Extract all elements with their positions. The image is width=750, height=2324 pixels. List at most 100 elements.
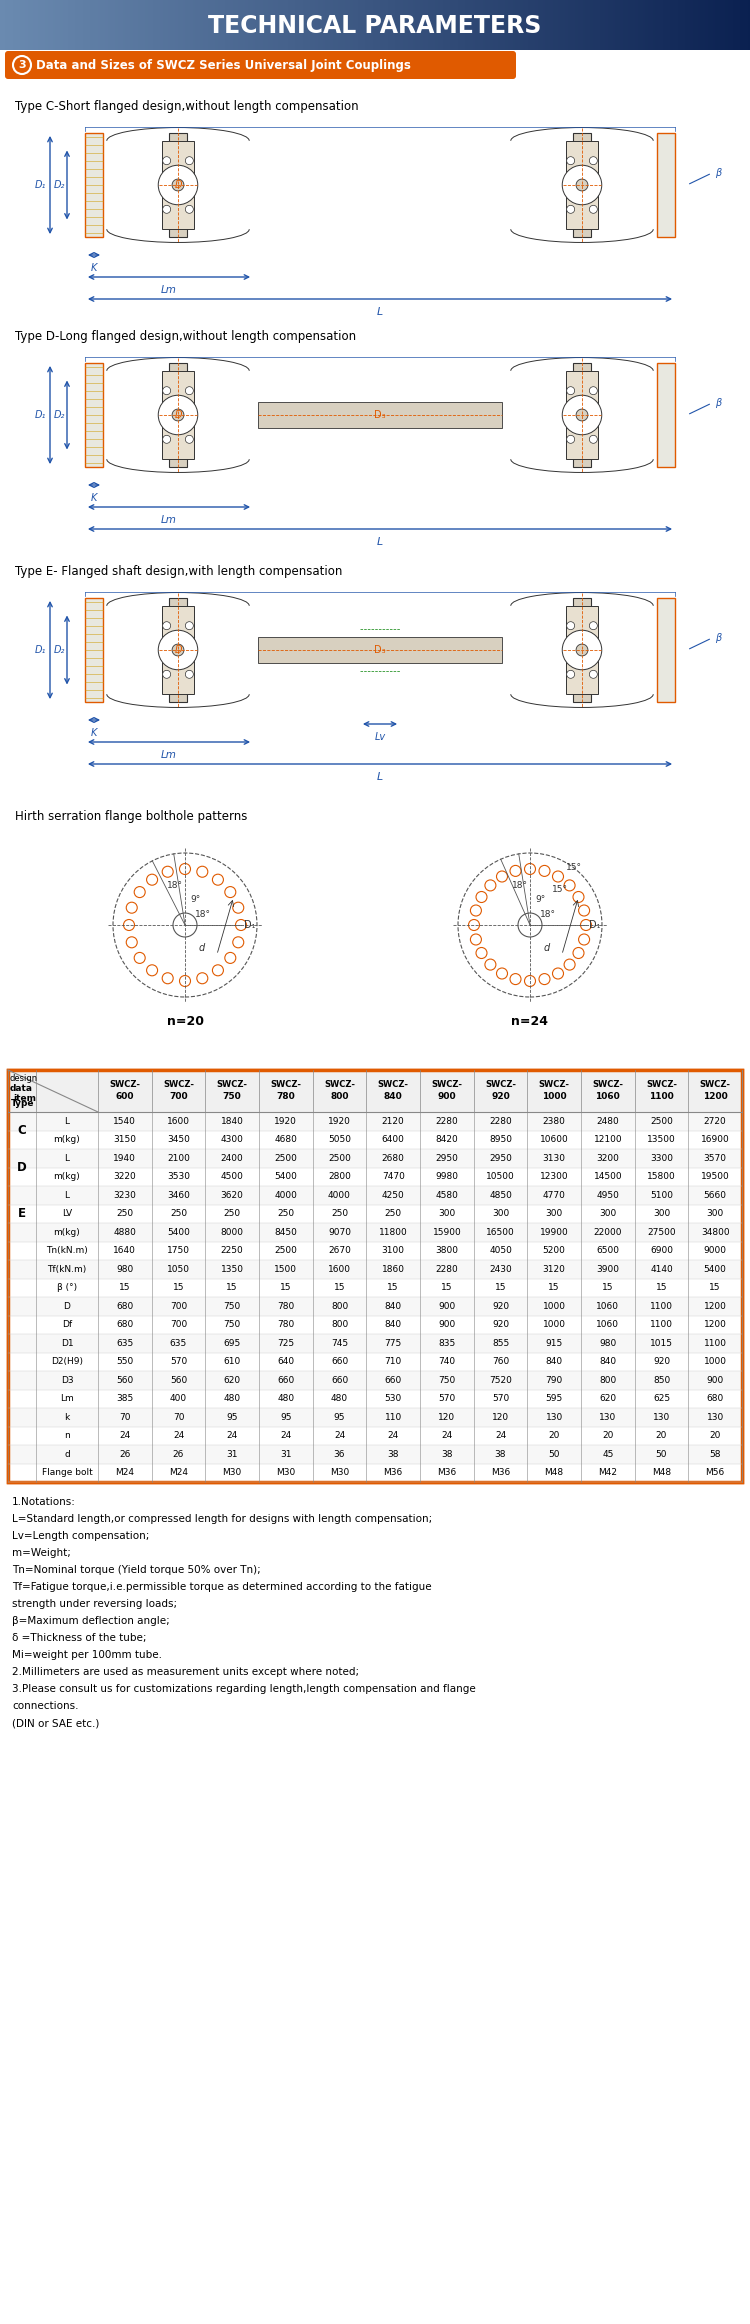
Bar [260, 0, 263, 51]
Bar [427, 0, 431, 51]
Bar [280, 0, 284, 51]
Text: 15: 15 [172, 1283, 184, 1292]
Bar [630, 0, 634, 51]
Circle shape [524, 865, 536, 874]
Bar [350, 0, 353, 51]
Bar [470, 0, 473, 51]
Text: 4950: 4950 [596, 1190, 619, 1199]
Text: LV: LV [62, 1208, 72, 1218]
Bar [162, 607, 194, 695]
Bar [450, 0, 454, 51]
Bar [733, 0, 736, 51]
Text: 570: 570 [492, 1394, 509, 1404]
Circle shape [163, 386, 171, 395]
Bar [657, 363, 675, 467]
Bar [400, 0, 404, 51]
Bar [430, 0, 433, 51]
Bar [135, 0, 139, 51]
Text: D₁: D₁ [244, 920, 256, 930]
Text: 840: 840 [385, 1301, 402, 1311]
Text: 7520: 7520 [489, 1376, 512, 1385]
Text: M48: M48 [544, 1469, 564, 1478]
Text: 300: 300 [545, 1208, 562, 1218]
Bar [380, 0, 383, 51]
Bar [682, 0, 686, 51]
Text: 10600: 10600 [540, 1134, 568, 1143]
Bar [382, 0, 386, 51]
Bar [112, 0, 116, 51]
Bar [22, 0, 26, 51]
Bar [8, 1260, 742, 1278]
Text: 550: 550 [116, 1357, 134, 1367]
Bar [152, 0, 156, 51]
Text: K: K [91, 493, 98, 502]
Bar [43, 0, 46, 51]
Text: 4580: 4580 [436, 1190, 458, 1199]
Text: 15: 15 [334, 1283, 345, 1292]
Bar [358, 0, 361, 51]
Bar [103, 0, 106, 51]
Text: 680: 680 [116, 1301, 134, 1311]
Text: 850: 850 [652, 1376, 670, 1385]
Bar [555, 0, 559, 51]
Circle shape [562, 395, 602, 435]
Circle shape [179, 865, 190, 874]
Circle shape [162, 974, 173, 983]
Text: 625: 625 [653, 1394, 670, 1404]
Text: 725: 725 [278, 1339, 295, 1348]
Bar [398, 0, 401, 51]
Text: 980: 980 [599, 1339, 616, 1348]
Circle shape [590, 156, 597, 165]
Text: 1000: 1000 [542, 1092, 566, 1102]
Bar [510, 0, 514, 51]
Text: TECHNICAL PARAMETERS: TECHNICAL PARAMETERS [209, 14, 542, 37]
Bar [725, 0, 728, 51]
Text: 20: 20 [656, 1432, 668, 1441]
Text: 750: 750 [223, 1092, 242, 1102]
Bar [377, 0, 381, 51]
Text: 900: 900 [438, 1320, 455, 1329]
Bar [497, 0, 501, 51]
Bar [407, 0, 411, 51]
Text: 530: 530 [385, 1394, 402, 1404]
Bar [613, 0, 616, 51]
Bar [735, 0, 739, 51]
Bar [365, 0, 368, 51]
Bar [178, 0, 181, 51]
Text: 9°: 9° [190, 895, 200, 904]
Text: 2670: 2670 [328, 1246, 351, 1255]
Bar [8, 1069, 742, 1483]
Text: 2950: 2950 [436, 1153, 458, 1162]
Bar [748, 0, 750, 51]
Bar [657, 597, 675, 702]
Text: 680: 680 [706, 1394, 724, 1404]
Text: 2120: 2120 [382, 1118, 404, 1125]
Text: 120: 120 [492, 1413, 509, 1422]
Circle shape [126, 937, 137, 948]
Text: 250: 250 [170, 1208, 187, 1218]
Text: 980: 980 [116, 1264, 134, 1274]
Text: 3450: 3450 [167, 1134, 190, 1143]
Bar [410, 0, 413, 51]
Circle shape [179, 976, 190, 985]
Bar [302, 0, 306, 51]
Circle shape [469, 920, 479, 930]
Bar [8, 1069, 742, 1111]
Bar [232, 0, 236, 51]
Circle shape [126, 902, 137, 913]
Text: 855: 855 [492, 1339, 509, 1348]
Text: 3460: 3460 [167, 1190, 190, 1199]
Bar [395, 0, 398, 51]
Text: 50: 50 [548, 1450, 560, 1459]
Bar [242, 0, 246, 51]
Circle shape [524, 976, 536, 985]
Text: 15°: 15° [551, 885, 568, 892]
Bar [17, 0, 21, 51]
Text: 1000: 1000 [704, 1357, 727, 1367]
Bar [92, 0, 96, 51]
Circle shape [510, 974, 521, 985]
Text: 300: 300 [599, 1208, 616, 1218]
Text: M42: M42 [598, 1469, 617, 1478]
Bar [652, 0, 656, 51]
Text: 3: 3 [18, 60, 26, 70]
